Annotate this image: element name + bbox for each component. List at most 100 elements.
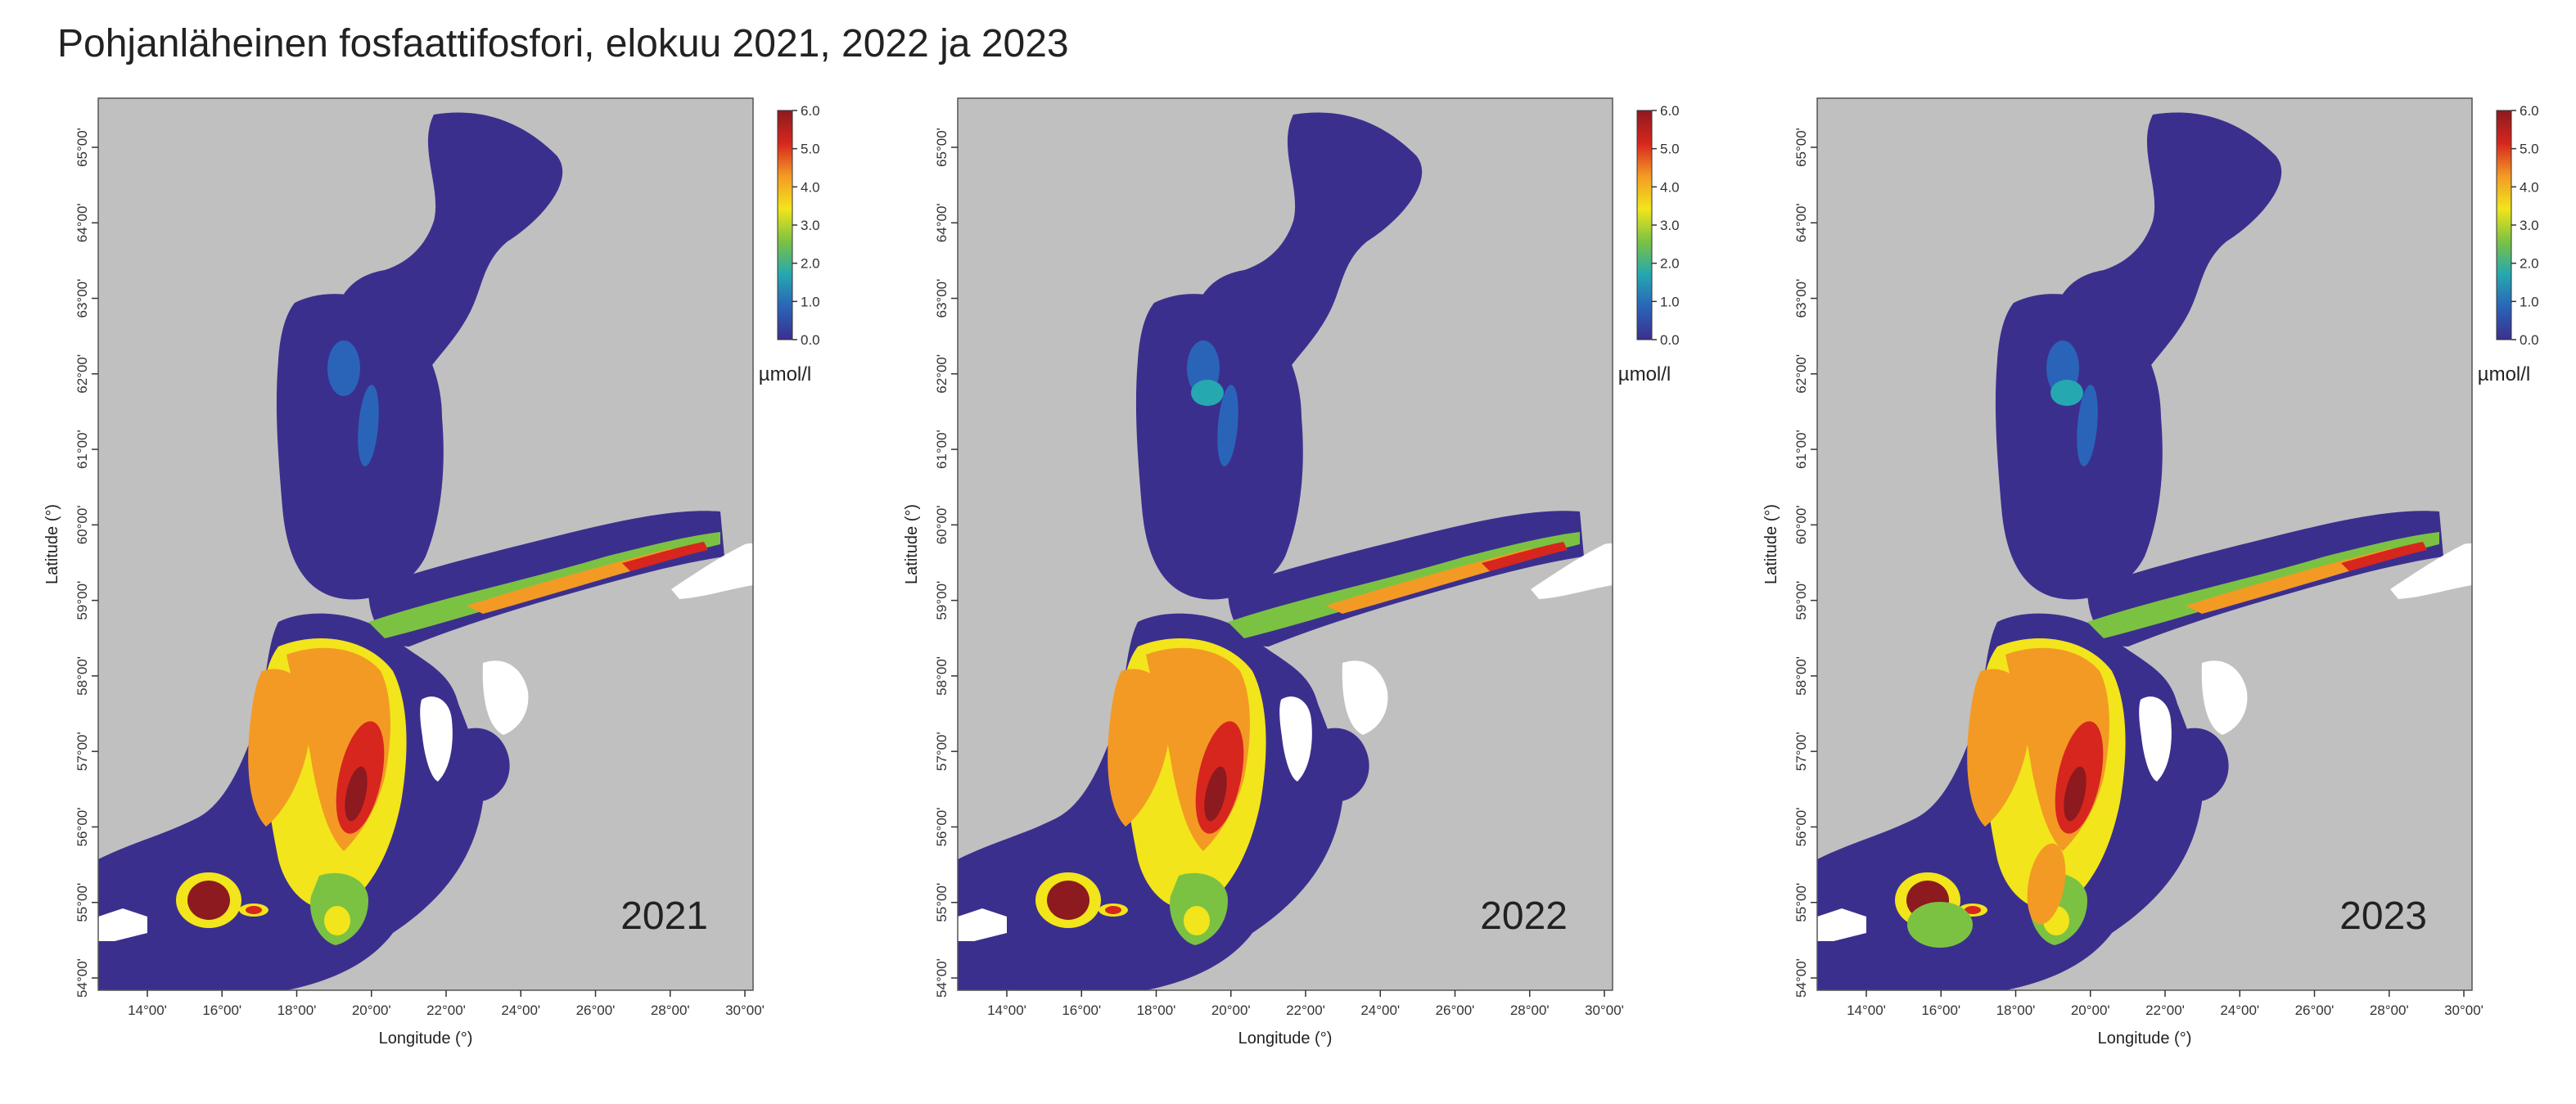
colorbar-tick-label: 1.0 bbox=[801, 294, 820, 309]
gdansk-yellow bbox=[1184, 906, 1210, 935]
map-svg: 54°00' 55°00' 56°00' 57°00' 58°00' 59°00' 60°0… bbox=[903, 97, 1680, 1048]
sea-bothnian-bay bbox=[336, 112, 563, 368]
sea-bothnian-bay bbox=[1195, 112, 1423, 368]
lat-tick-label: 62°00' bbox=[934, 354, 950, 394]
colorbar bbox=[2496, 110, 2512, 340]
lat-tick-label: 59°00' bbox=[74, 581, 90, 620]
lat-tick-label: 64°00' bbox=[74, 203, 90, 242]
map-panel-2021: 54°00' 55°00' 56°00' 57°00' 58°00' 59°00' 60°0… bbox=[16, 90, 868, 1097]
sea-gulf-of-riga bbox=[1309, 728, 1369, 802]
bornholm-green-halo bbox=[1907, 902, 1973, 948]
lon-tick-label: 16°00' bbox=[1921, 1003, 1960, 1018]
sea-bothnian-bay bbox=[2055, 112, 2282, 368]
lon-tick-label: 18°00' bbox=[277, 1003, 317, 1018]
colorbar-tick-label: 3.0 bbox=[2520, 218, 2539, 233]
lon-tick-label: 22°00' bbox=[1286, 1003, 1325, 1018]
colorbar bbox=[777, 110, 793, 340]
lat-tick-label: 56°00' bbox=[1793, 808, 1809, 847]
y-axis-label: Latitude (°) bbox=[903, 504, 921, 584]
colorbar bbox=[1636, 110, 1653, 340]
patch-bothnian-cyan bbox=[2050, 380, 2083, 406]
lon-tick-label: 22°00' bbox=[426, 1003, 466, 1018]
slupsk-red bbox=[246, 906, 262, 914]
lat-tick-label: 54°00' bbox=[74, 958, 90, 998]
colorbar-tick-label: 4.0 bbox=[1660, 179, 1680, 195]
page-title: Pohjanläheinen fosfaattifosfori, elokuu … bbox=[57, 22, 1069, 65]
field-western-orange bbox=[1967, 669, 2030, 827]
land-saaremaa bbox=[482, 660, 529, 735]
y-axis-label: Latitude (°) bbox=[1762, 504, 1780, 584]
lon-tick-label: 14°00' bbox=[987, 1003, 1026, 1018]
colorbar-tick-label: 5.0 bbox=[801, 142, 820, 157]
lon-tick-label: 30°00' bbox=[1585, 1003, 1624, 1018]
lon-tick-label: 30°00' bbox=[2444, 1003, 2484, 1018]
gdansk-orange bbox=[2027, 843, 2066, 925]
land-gotland bbox=[1279, 696, 1312, 782]
map-sea-layer bbox=[958, 112, 1653, 990]
lon-tick-label: 26°00' bbox=[576, 1003, 616, 1018]
map-sea-layer bbox=[1817, 112, 2513, 990]
lat-tick-label: 56°00' bbox=[74, 808, 90, 847]
lat-tick-label: 58°00' bbox=[74, 656, 90, 696]
bornholm-darkred bbox=[1047, 881, 1089, 920]
lon-tick-label: 18°00' bbox=[1137, 1003, 1176, 1018]
lon-tick-label: 28°00' bbox=[651, 1003, 690, 1018]
lat-tick-label: 59°00' bbox=[934, 581, 950, 620]
lat-tick-label: 55°00' bbox=[74, 883, 90, 922]
lon-tick-label: 24°00' bbox=[2220, 1003, 2259, 1018]
lat-tick-label: 61°00' bbox=[74, 430, 90, 469]
lat-tick-label: 55°00' bbox=[934, 883, 950, 922]
colorbar-unit: µmol/l bbox=[1618, 363, 1671, 385]
core-gotland-darkred bbox=[1204, 766, 1227, 822]
lat-tick-label: 56°00' bbox=[934, 808, 950, 847]
patch-bothnian-east bbox=[2077, 385, 2098, 466]
lat-tick-label: 63°00' bbox=[74, 279, 90, 318]
lon-tick-label: 18°00' bbox=[1996, 1003, 2036, 1018]
x-axis-label: Longitude (°) bbox=[1238, 1030, 1333, 1048]
field-western-orange bbox=[248, 669, 311, 827]
lon-tick-label: 28°00' bbox=[1510, 1003, 1550, 1018]
land-east-gulf bbox=[2390, 543, 2513, 599]
lat-tick-label: 64°00' bbox=[934, 203, 950, 242]
gdansk-yellow bbox=[324, 906, 350, 935]
lon-tick-label: 28°00' bbox=[2370, 1003, 2409, 1018]
colorbar-tick-label: 0.0 bbox=[2520, 332, 2539, 348]
land-gotland bbox=[420, 696, 453, 782]
x-axis-label: Longitude (°) bbox=[379, 1030, 473, 1048]
slupsk-red bbox=[1105, 906, 1121, 914]
y-axis-label: Latitude (°) bbox=[43, 504, 61, 584]
lon-tick-label: 20°00' bbox=[1211, 1003, 1251, 1018]
lat-tick-label: 65°00' bbox=[1793, 128, 1809, 167]
lon-tick-label: 26°00' bbox=[1436, 1003, 1475, 1018]
lat-tick-label: 60°00' bbox=[1793, 505, 1809, 544]
colorbar-tick-label: 3.0 bbox=[801, 218, 820, 233]
band-gof-red bbox=[2341, 542, 2427, 571]
lat-tick-label: 61°00' bbox=[1793, 430, 1809, 469]
field-western-orange bbox=[1108, 669, 1171, 827]
lat-tick-label: 57°00' bbox=[934, 732, 950, 771]
lat-tick-label: 54°00' bbox=[1793, 958, 1809, 998]
map-panel-2022: 54°00' 55°00' 56°00' 57°00' 58°00' 59°00' 60°0… bbox=[876, 90, 1727, 1097]
patch-bothnian-cyan bbox=[1191, 380, 1224, 406]
land-gotland bbox=[2139, 696, 2172, 782]
land-east-gulf bbox=[1531, 543, 1653, 599]
land-saaremaa bbox=[1342, 660, 1388, 735]
map-sea-layer bbox=[98, 112, 794, 990]
x-axis-label: Longitude (°) bbox=[2098, 1030, 2192, 1048]
patch-bothnian-east bbox=[358, 385, 379, 466]
lon-tick-label: 14°00' bbox=[1847, 1003, 1886, 1018]
land-east-gulf bbox=[671, 543, 794, 599]
lat-tick-label: 62°00' bbox=[74, 354, 90, 394]
lon-tick-label: 16°00' bbox=[202, 1003, 241, 1018]
lon-tick-label: 16°00' bbox=[1062, 1003, 1101, 1018]
sea-gulf-of-riga bbox=[449, 728, 510, 802]
lon-tick-label: 20°00' bbox=[2071, 1003, 2110, 1018]
core-gotland-darkred bbox=[345, 766, 368, 822]
band-gof-red bbox=[622, 542, 708, 571]
land-denmark bbox=[1817, 908, 1866, 941]
slupsk-red bbox=[1965, 906, 1981, 914]
lon-tick-label: 30°00' bbox=[725, 1003, 765, 1018]
land-denmark bbox=[98, 908, 147, 941]
map-frame bbox=[1816, 97, 2473, 991]
patch-bothnian-east bbox=[1217, 385, 1238, 466]
